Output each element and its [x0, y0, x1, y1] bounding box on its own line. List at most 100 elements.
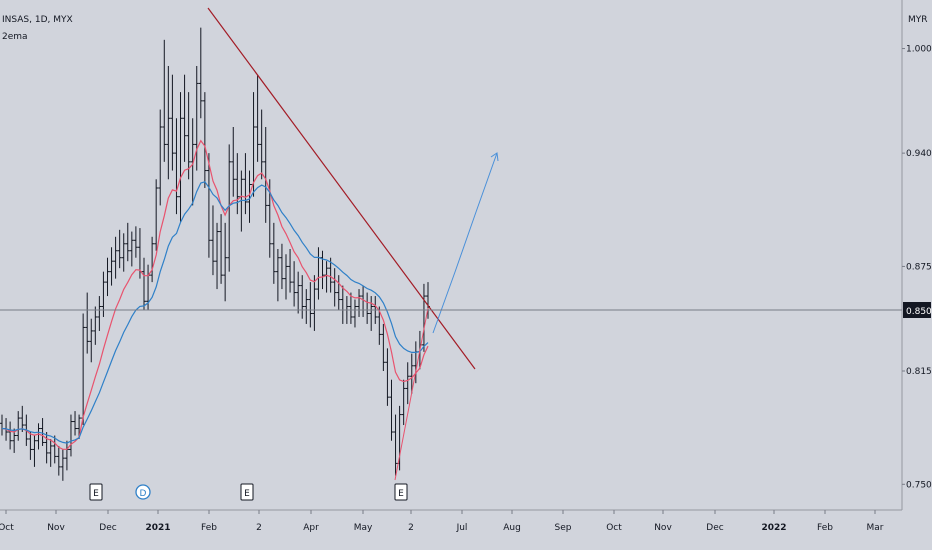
price-bar [198, 27, 203, 119]
price-bar [142, 257, 146, 310]
price-bar [255, 74, 260, 162]
price-bar [421, 283, 426, 352]
projection-arrow [432, 152, 498, 334]
indicator-label: 2ema [2, 32, 28, 43]
price-bar [324, 261, 329, 293]
price-bar [275, 248, 280, 302]
price-bar [48, 438, 53, 467]
time-tick-label: Apr [303, 523, 319, 533]
time-tick-label: Oct [0, 523, 14, 533]
time-tick-label: 2022 [761, 523, 786, 533]
time-tick-label: Feb [817, 523, 833, 533]
price-bar [190, 118, 195, 206]
price-bar [60, 449, 65, 481]
price-bar [170, 74, 175, 171]
price-bar [64, 440, 69, 471]
price-axis: 1.000 0.940 0.875 0.815 0.750 [902, 45, 932, 490]
last-price-marker: 0.850 [0, 302, 932, 318]
price-bar [405, 362, 410, 405]
svg-text:D: D [140, 489, 147, 499]
time-tick-label: Mar [867, 523, 884, 533]
time-tick-label: May [354, 523, 373, 533]
time-tick-label: Nov [47, 523, 65, 533]
price-bar [32, 435, 37, 467]
price-bar [186, 92, 191, 180]
price-bar [93, 306, 98, 345]
price-tick-label: 1.000 [906, 45, 932, 55]
price-bar [162, 39, 167, 162]
price-bar [182, 74, 187, 162]
price-bar [85, 292, 90, 354]
time-axis: Oct Nov Dec 2021 Feb 2 Apr May 2 Jul Aug Sep Oct Nov D… [0, 510, 884, 533]
last-price-tag [903, 302, 931, 318]
earnings-marker[interactable]: E [394, 483, 408, 501]
price-bar [36, 423, 41, 450]
price-bar [121, 233, 126, 272]
price-bar [56, 445, 61, 476]
price-bar [158, 109, 163, 206]
price-bar [381, 323, 386, 372]
price-bar [292, 261, 297, 307]
price-bar [113, 236, 118, 279]
price-bar [52, 435, 57, 464]
price-bar [352, 299, 357, 328]
price-bar [279, 243, 284, 290]
price-bar [328, 257, 333, 293]
earnings-marker[interactable]: E [240, 483, 254, 501]
price-bar [81, 313, 86, 426]
price-bar [0, 414, 4, 436]
price-bar [288, 248, 293, 293]
price-bar [97, 296, 102, 331]
ema-lines [1, 139, 429, 450]
price-tick-label: 0.750 [906, 480, 932, 490]
price-bar [320, 250, 325, 290]
time-tick-label: Aug [503, 523, 521, 533]
price-bar [243, 153, 248, 215]
price-bar [377, 306, 382, 345]
price-bar [227, 144, 232, 272]
price-bar [40, 418, 45, 446]
price-bar [409, 353, 414, 394]
price-bar [68, 414, 73, 457]
time-tick-label: Feb [201, 523, 217, 533]
price-bar [385, 348, 390, 406]
ema-fast-line [1, 139, 429, 450]
time-tick-label: Jul [456, 523, 468, 533]
price-bar [125, 222, 130, 262]
price-bar [231, 126, 236, 197]
ema-slow-line [1, 181, 429, 444]
price-bar [219, 214, 224, 284]
svg-text:E: E [244, 489, 250, 499]
price-bar [223, 222, 228, 302]
time-tick-label: 2021 [145, 523, 170, 533]
earnings-marker[interactable]: E [89, 483, 103, 501]
price-bar [300, 275, 305, 319]
trend-drawings [207, 7, 499, 481]
price-bar [109, 247, 114, 286]
price-bar [202, 92, 207, 188]
price-bar [259, 109, 264, 180]
price-bar [336, 275, 341, 310]
time-tick-label: Nov [654, 523, 672, 533]
price-tick-label: 0.875 [906, 262, 932, 272]
time-tick-label: Oct [606, 523, 622, 533]
price-bar [174, 118, 179, 215]
symbol-label: INSAS, 1D, MYX [2, 15, 73, 25]
price-bar [271, 222, 276, 284]
price-bar [332, 268, 337, 307]
dividend-marker[interactable]: D [135, 484, 151, 500]
price-bar [247, 170, 252, 223]
price-bar [8, 421, 13, 450]
price-bar [365, 292, 370, 324]
price-bar [340, 285, 345, 324]
price-bar [308, 282, 313, 328]
price-bar [393, 414, 398, 476]
price-bar [389, 379, 394, 441]
price-tick-label: 0.940 [906, 149, 932, 159]
price-bar [101, 271, 106, 317]
svg-text:E: E [398, 489, 404, 499]
price-bar [20, 405, 25, 433]
projection-arrowhead [490, 152, 499, 162]
